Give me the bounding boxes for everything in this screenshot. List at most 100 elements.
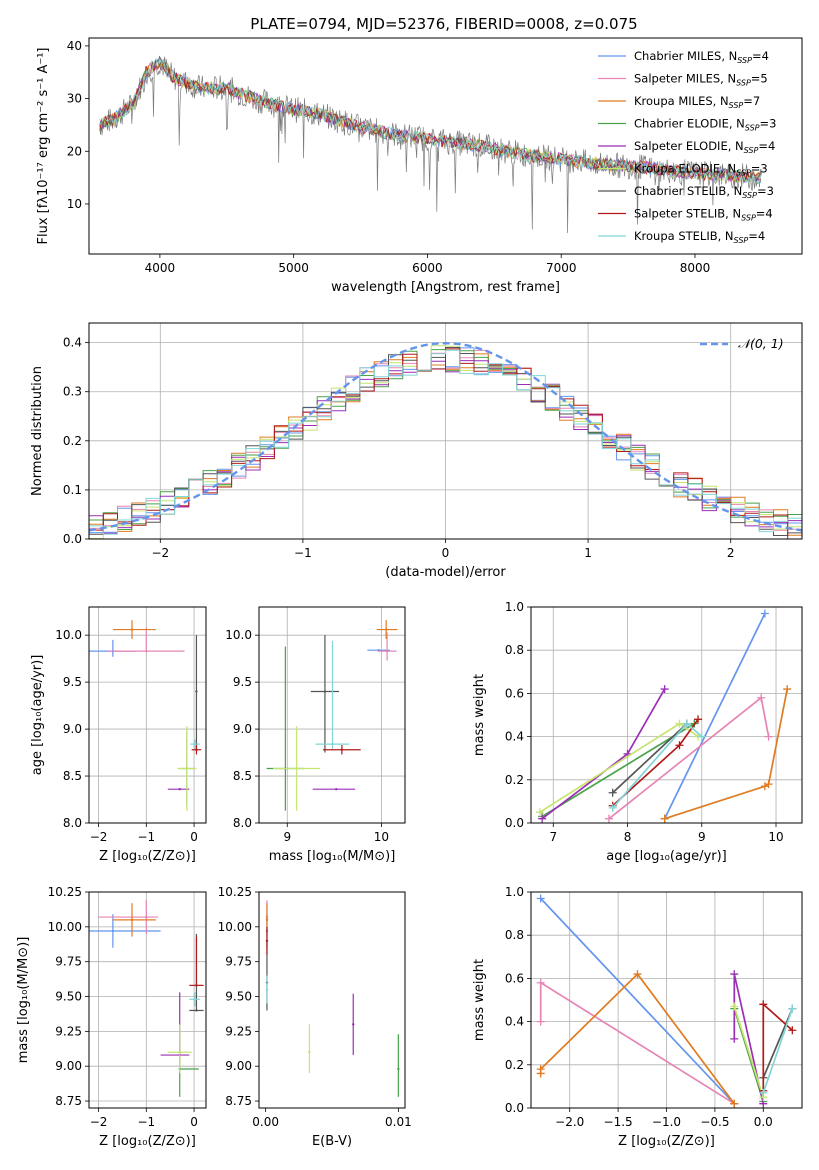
x-tick-label: −1 xyxy=(137,830,155,844)
y-tick-label: 9.00 xyxy=(225,1059,252,1073)
legend-entry: 𝒩(0, 1) xyxy=(738,336,784,351)
data-point xyxy=(178,787,181,791)
mass_vs_ebv-panel: 0.00 0.01 8.75 9.00 9.25 9.50 9.75 10.00 10.25 E(… xyxy=(218,885,412,1149)
axes-frame xyxy=(88,37,803,255)
weight-marker xyxy=(730,970,739,979)
legend-entry: Salpeter ELODIE, NSSP=4 xyxy=(634,139,775,155)
residual-histogram-line xyxy=(89,349,802,535)
x-tick-label: 7000 xyxy=(546,261,577,275)
error-bar-point xyxy=(112,903,156,937)
data-point xyxy=(335,787,338,791)
data-point xyxy=(308,1051,311,1054)
weight_vs_age-panel: 7 8 9 10 0.0 0.2 0.4 0.6 0.8 1.0 age [log₁₀(age/yr… xyxy=(472,600,803,864)
data-point xyxy=(145,915,148,919)
x-axis-label: E(B-V) xyxy=(312,1134,352,1149)
error-bar-point xyxy=(397,1034,400,1097)
y-tick-label: 0.3 xyxy=(63,385,82,399)
error-bar-point xyxy=(312,787,356,791)
y-tick-label: 0.0 xyxy=(505,1101,524,1115)
y-tick-label: 0.2 xyxy=(63,434,82,448)
y-tick-label: 10.00 xyxy=(48,920,82,934)
error-bar-point xyxy=(189,992,200,1007)
residuals-panel: −2 −1 0 1 2 0.0 0.1 0.2 0.3 0.4 (data-model)/error… xyxy=(30,322,803,580)
y-tick-label: 1.0 xyxy=(505,600,524,614)
error-bar-point xyxy=(177,726,197,811)
legend-entry: Chabrier STELIB, NSSP=3 xyxy=(634,184,774,200)
x-axis-label: wavelength [Angstrom, rest frame] xyxy=(331,280,560,295)
axes-frame xyxy=(258,606,406,824)
error-bar-point xyxy=(178,1041,199,1097)
error-bar-point xyxy=(377,632,397,661)
y-tick-label: 10.25 xyxy=(218,885,252,899)
y-axis-label: mass [log₁₀(M/M⊙)] xyxy=(16,937,31,1064)
error-bar-point xyxy=(352,993,355,1056)
x-tick-label: −1 xyxy=(137,1115,155,1129)
weight-series xyxy=(538,685,669,823)
y-tick-label: 40 xyxy=(67,39,82,53)
data-point xyxy=(195,748,198,751)
data-point xyxy=(193,998,197,1001)
weight-marker xyxy=(783,685,792,694)
x-axis-label: mass [log₁₀(M/M⊙)] xyxy=(269,849,396,864)
y-tick-label: 0.6 xyxy=(505,971,524,985)
weight-series xyxy=(536,978,739,1108)
error-bar-point xyxy=(323,745,361,755)
weight-marker xyxy=(759,1088,768,1097)
plot-area xyxy=(99,55,763,234)
y-tick-label: 8.0 xyxy=(233,816,252,830)
y-tick-label: 0.8 xyxy=(505,928,524,942)
x-tick-label: 10 xyxy=(374,830,389,844)
y-tick-label: 9.5 xyxy=(233,675,252,689)
axes-frame xyxy=(88,891,207,1109)
axes-frame xyxy=(88,322,803,540)
data-point xyxy=(178,1051,181,1054)
y-tick-label: 0.8 xyxy=(505,643,524,657)
x-tick-label: −1.0 xyxy=(652,1115,681,1129)
x-tick-label: 9 xyxy=(283,830,291,844)
error-bar-point xyxy=(265,926,269,955)
x-axis-label: (data-model)/error xyxy=(385,565,506,580)
weight-marker xyxy=(675,741,684,750)
data-point xyxy=(145,649,148,653)
data-point xyxy=(130,628,134,631)
data-point xyxy=(385,649,389,653)
y-tick-label: 9.25 xyxy=(55,1024,82,1038)
y-tick-label: 0.1 xyxy=(63,483,82,497)
axes-frame xyxy=(530,891,803,1109)
weight-series xyxy=(604,693,773,823)
y-tick-label: 9.75 xyxy=(55,955,82,969)
y-tick-label: 10.0 xyxy=(55,628,82,642)
weight-series xyxy=(536,970,739,1108)
data-point xyxy=(111,929,115,933)
age_vs_Z-panel: −2 −1 0 8.0 8.5 9.0 9.5 10.0 Z [log₁₀(Z/Z⊙)] age … xyxy=(30,606,207,864)
y-tick-label: 30 xyxy=(67,92,82,106)
x-tick-label: 0.0 xyxy=(754,1115,773,1129)
x-tick-label: −2 xyxy=(151,546,169,560)
x-tick-label: 2 xyxy=(727,546,735,560)
x-tick-label: −2 xyxy=(90,1115,108,1129)
residual-histogram-line xyxy=(89,345,802,539)
y-tick-label: 9.0 xyxy=(63,722,82,736)
weight-series-line xyxy=(541,722,695,818)
legend-entry: Chabrier MILES, NSSP=4 xyxy=(634,49,769,65)
x-tick-label: 0 xyxy=(190,1115,198,1129)
x-tick-label: 9 xyxy=(698,830,706,844)
weight-series-line xyxy=(664,688,789,820)
weight-marker xyxy=(760,609,769,618)
weight-marker xyxy=(675,719,684,728)
weight-marker xyxy=(536,1017,545,1026)
y-tick-label: 9.50 xyxy=(225,990,252,1004)
weight-series-line xyxy=(540,897,735,1105)
legend-entry: Kroupa STELIB, NSSP=4 xyxy=(634,229,765,245)
error-bar-point xyxy=(265,975,269,1004)
weight-marker xyxy=(536,978,545,987)
weight-marker xyxy=(660,814,669,823)
error-bar-point xyxy=(315,640,350,749)
x-tick-label: −0.5 xyxy=(700,1115,729,1129)
x-tick-label: 8 xyxy=(624,830,632,844)
error-bar-point xyxy=(160,992,190,1057)
error-bar-point xyxy=(112,620,156,639)
legend-entry: Kroupa MILES, NSSP=7 xyxy=(634,94,760,110)
y-tick-label: 0.6 xyxy=(505,686,524,700)
data-point xyxy=(352,1023,355,1026)
